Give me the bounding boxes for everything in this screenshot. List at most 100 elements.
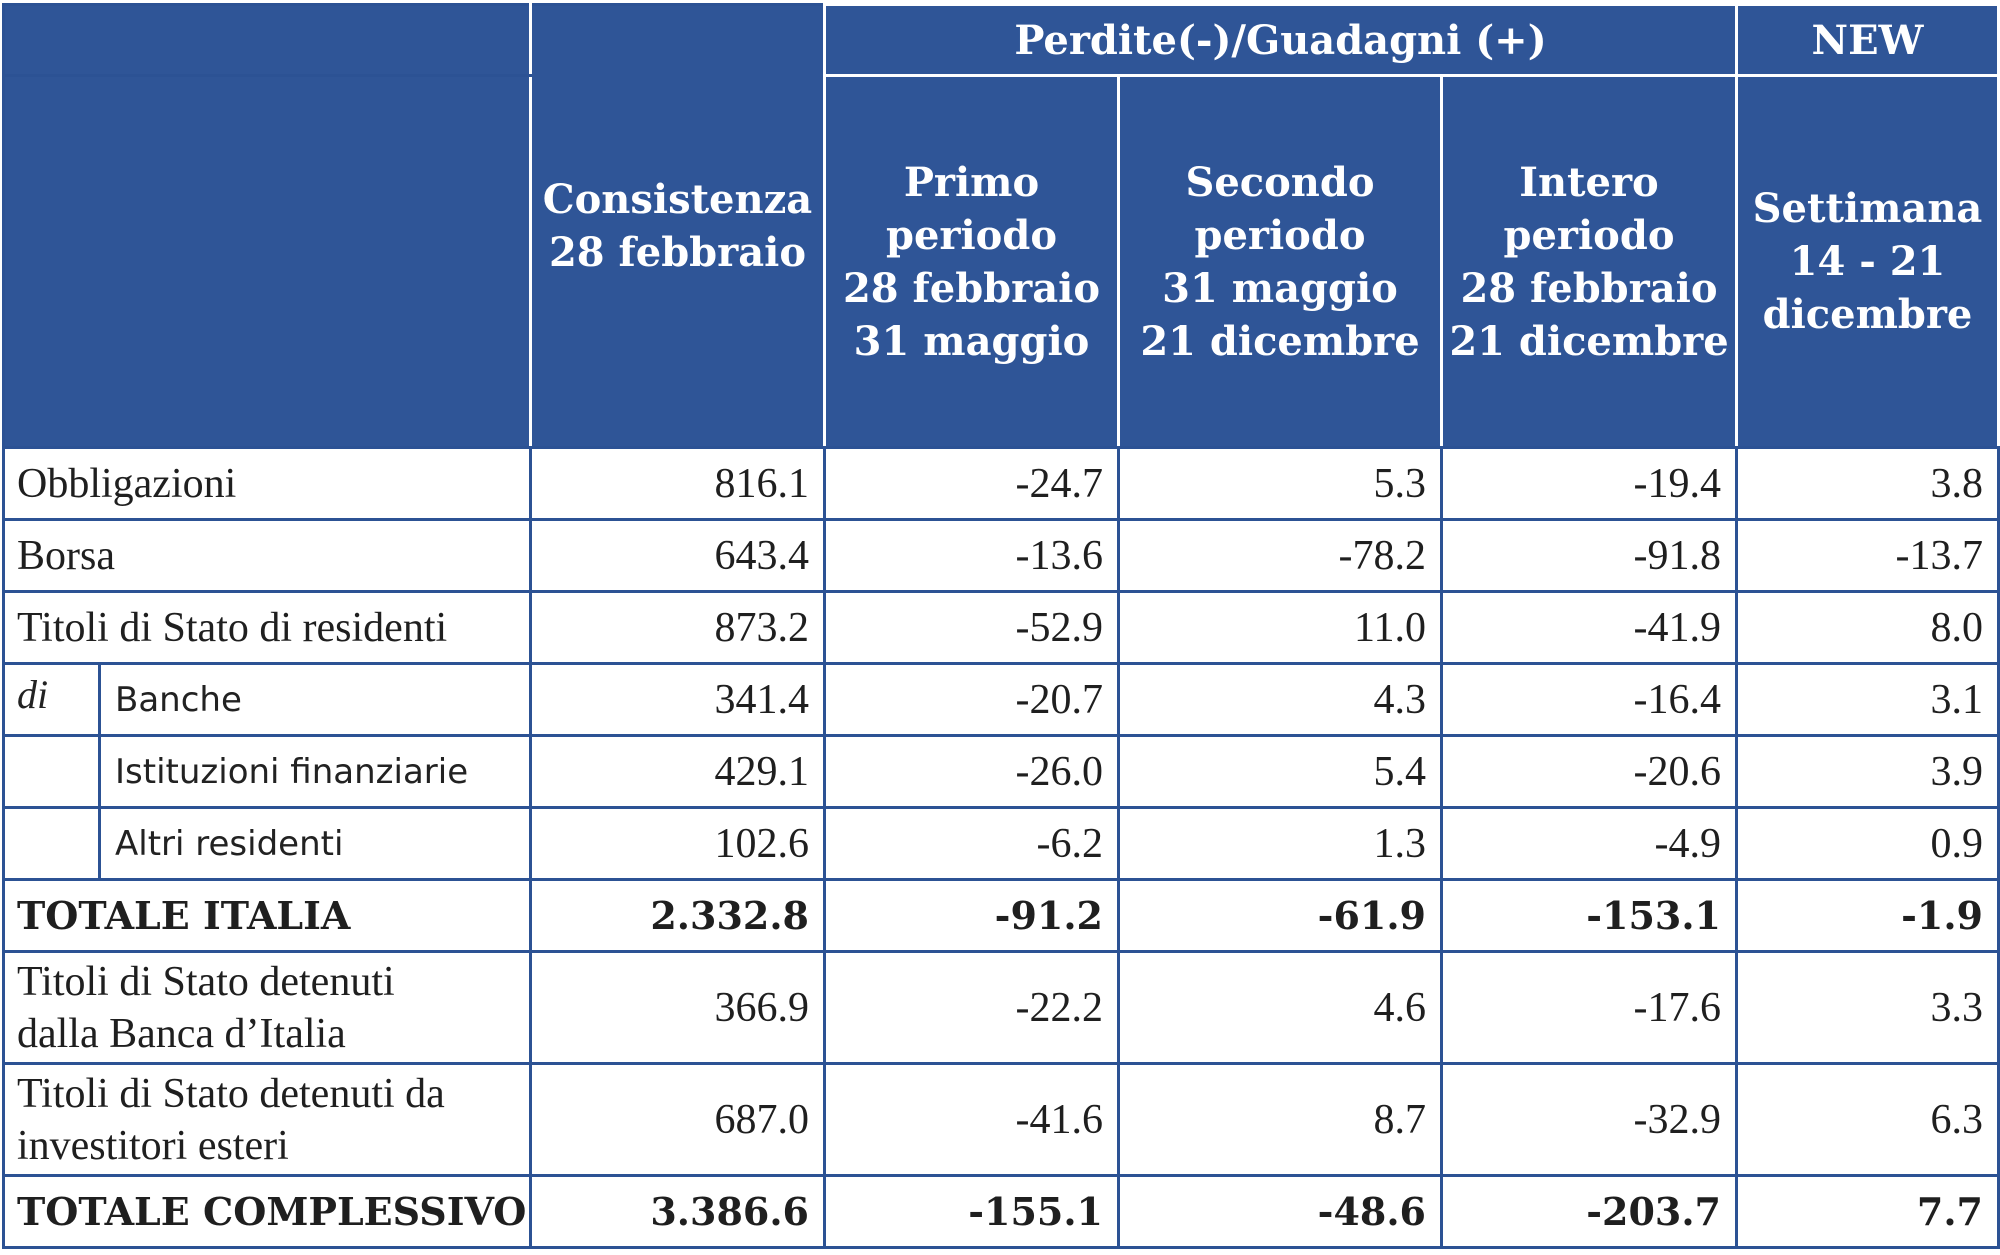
header-intero-line2: periodo [1503, 211, 1675, 259]
cell-settimana: 3.8 [1735, 446, 2000, 521]
table-wrapper: Consistenza 28 febbraio Perdite(-)/Guada… [2, 3, 2000, 1249]
cell-primo: -52.9 [823, 590, 1120, 665]
cell-primo: -6.2 [823, 806, 1120, 881]
cell-consistenza: 429.1 [529, 734, 826, 809]
header-intero-line1: Intero [1519, 158, 1659, 206]
cell-primo: -26.0 [823, 734, 1120, 809]
header-primo-line4: 31 maggio [853, 317, 1090, 365]
header-secondo-line2: periodo [1194, 211, 1366, 259]
cell-primo: -13.6 [823, 518, 1120, 593]
cell-primo: -22.2 [823, 950, 1120, 1065]
di-label: di [2, 662, 101, 737]
row-label-line1: Titoli di Stato detenuti [17, 958, 395, 1005]
cell-consistenza: 2.332.8 [529, 878, 826, 953]
cell-intero: -153.1 [1440, 878, 1738, 953]
cell-consistenza: 102.6 [529, 806, 826, 881]
header-consistenza-line2: 28 febbraio [548, 229, 807, 276]
header-secondo-periodo: Secondo periodo 31 maggio 21 dicembre [1117, 74, 1443, 449]
cell-settimana: 3.9 [1735, 734, 2000, 809]
cell-consistenza: 3.386.6 [529, 1174, 826, 1249]
header-secondo-line4: 21 dicembre [1140, 317, 1420, 365]
row-label-line2: investitori esteri [17, 1122, 289, 1169]
header-intero-line4: 21 dicembre [1449, 317, 1729, 365]
header-settimana-line2: 14 - 21 [1789, 238, 1946, 285]
cell-settimana: -13.7 [1735, 518, 2000, 593]
cell-intero: -17.6 [1440, 950, 1738, 1065]
cell-secondo: 4.3 [1117, 662, 1443, 737]
cell-settimana: -1.9 [1735, 878, 2000, 953]
row-label-line1: Titoli di Stato detenuti da [17, 1070, 445, 1117]
header-settimana-line3: dicembre [1762, 291, 1973, 338]
cell-settimana: 0.9 [1735, 806, 2000, 881]
cell-secondo: 1.3 [1117, 806, 1443, 881]
header-new-badge: NEW [1735, 3, 2000, 77]
cell-secondo: 5.4 [1117, 734, 1443, 809]
header-consistenza-line1: Consistenza [542, 176, 813, 223]
header-label-blank [2, 74, 532, 449]
header-secondo-line1: Secondo [1185, 158, 1375, 206]
row-label-total: TOTALE ITALIA [2, 878, 532, 953]
cell-intero: -4.9 [1440, 806, 1738, 881]
cell-secondo: 5.3 [1117, 446, 1443, 521]
cell-settimana: 3.3 [1735, 950, 2000, 1065]
cell-secondo: 11.0 [1117, 590, 1443, 665]
cell-primo: -20.7 [823, 662, 1120, 737]
table-row: Borsa 643.4 -13.6 -78.2 -91.8 -13.7 [2, 518, 2000, 593]
header-settimana-line1: Settimana [1752, 185, 1983, 232]
cell-settimana: 8.0 [1735, 590, 2000, 665]
cell-primo: -155.1 [823, 1174, 1120, 1249]
table-row: Titoli di Stato detenuti da investitori … [2, 1062, 2000, 1177]
header-corner [2, 3, 532, 77]
cell-consistenza: 816.1 [529, 446, 826, 521]
cell-consistenza: 687.0 [529, 1062, 826, 1177]
cell-intero: -16.4 [1440, 662, 1738, 737]
cell-consistenza: 643.4 [529, 518, 826, 593]
cell-intero: -91.8 [1440, 518, 1738, 593]
cell-consistenza: 366.9 [529, 950, 826, 1065]
table-row: Titoli di Stato di residenti 873.2 -52.9… [2, 590, 2000, 665]
table-row-total: TOTALE ITALIA 2.332.8 -91.2 -61.9 -153.1… [2, 878, 2000, 953]
row-label-total: TOTALE COMPLESSIVO [2, 1174, 532, 1249]
cell-primo: -91.2 [823, 878, 1120, 953]
row-label: Titoli di Stato detenuti dalla Banca d’I… [2, 950, 532, 1065]
header-primo-line2: periodo [885, 211, 1057, 259]
data-table: Consistenza 28 febbraio Perdite(-)/Guada… [2, 3, 2000, 1249]
header-primo-line1: Primo [903, 158, 1040, 206]
indent-cell [2, 734, 101, 809]
table-row: Istituzioni finanziarie 429.1 -26.0 5.4 … [2, 734, 2000, 809]
indent-cell [2, 806, 101, 881]
row-sublabel: Banche [98, 662, 532, 737]
cell-intero: -19.4 [1440, 446, 1738, 521]
header-primo-periodo: Primo periodo 28 febbraio 31 maggio [823, 74, 1120, 449]
cell-primo: -24.7 [823, 446, 1120, 521]
cell-primo: -41.6 [823, 1062, 1120, 1177]
header-secondo-line3: 31 maggio [1162, 264, 1398, 312]
row-label: Obbligazioni [2, 446, 532, 521]
header-consistenza: Consistenza 28 febbraio [529, 3, 826, 449]
cell-intero: -32.9 [1440, 1062, 1738, 1177]
cell-settimana: 6.3 [1735, 1062, 2000, 1177]
cell-intero: -41.9 [1440, 590, 1738, 665]
header-intero-periodo: Intero periodo 28 febbraio 21 dicembre [1440, 74, 1738, 449]
row-label: Titoli di Stato di residenti [2, 590, 532, 665]
cell-secondo: 8.7 [1117, 1062, 1443, 1177]
cell-intero: -20.6 [1440, 734, 1738, 809]
cell-secondo: -48.6 [1117, 1174, 1443, 1249]
cell-secondo: -78.2 [1117, 518, 1443, 593]
row-label-line2: dalla Banca d’Italia [17, 1010, 346, 1057]
row-sublabel: Istituzioni finanziarie [98, 734, 532, 809]
header-row-main: Primo periodo 28 febbraio 31 maggio Seco… [2, 74, 2000, 449]
cell-intero: -203.7 [1440, 1174, 1738, 1249]
header-row-top: Consistenza 28 febbraio Perdite(-)/Guada… [2, 3, 2000, 449]
table-row: Altri residenti 102.6 -6.2 1.3 -4.9 0.9 [2, 806, 2000, 881]
cell-settimana: 3.1 [1735, 662, 2000, 737]
table-row: di Banche 341.4 -20.7 4.3 -16.4 3.1 [2, 662, 2000, 737]
table-row-total: TOTALE COMPLESSIVO 3.386.6 -155.1 -48.6 … [2, 1174, 2000, 1249]
row-label: Borsa [2, 518, 532, 593]
cell-secondo: 4.6 [1117, 950, 1443, 1065]
row-label: Titoli di Stato detenuti da investitori … [2, 1062, 532, 1177]
cell-secondo: -61.9 [1117, 878, 1443, 953]
header-group-perdite-guadagni: Perdite(-)/Guadagni (+) [823, 3, 1738, 77]
cell-settimana: 7.7 [1735, 1174, 2000, 1249]
header-settimana: Settimana 14 - 21 dicembre [1735, 74, 2000, 449]
